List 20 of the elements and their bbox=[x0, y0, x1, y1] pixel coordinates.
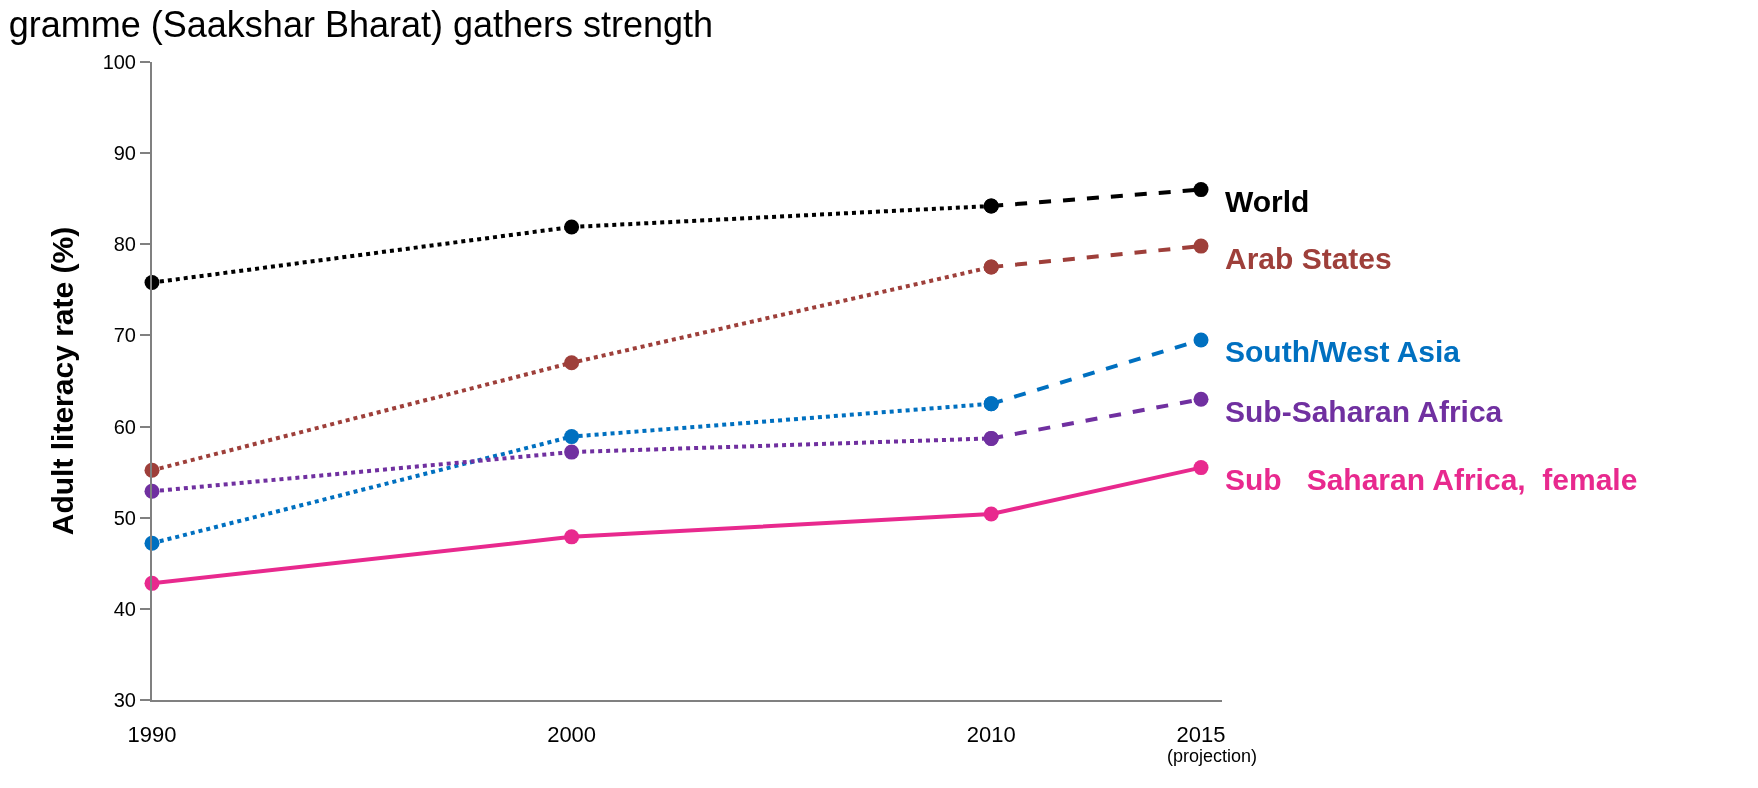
y-tick-label: 70 bbox=[113, 324, 136, 347]
series-label: World bbox=[1225, 185, 1310, 218]
y-tick-label: 80 bbox=[113, 233, 136, 256]
x-tick-label: 2000 bbox=[547, 722, 597, 748]
x-tick-label: 1990 bbox=[127, 722, 177, 748]
y-tick-label: 60 bbox=[113, 415, 136, 438]
y-tick-label: 40 bbox=[113, 597, 136, 620]
y-tick-label: 50 bbox=[113, 506, 136, 529]
series-label: Arab States bbox=[1225, 242, 1392, 275]
text: (projection) bbox=[1167, 746, 1258, 766]
y-tick-label: 100 bbox=[102, 51, 136, 73]
chart-title: gramme (Saakshar Bharat) gathers strength bbox=[8, 4, 714, 46]
y-tick-label: 90 bbox=[113, 142, 136, 165]
series-label: Sub Saharan Africa, female bbox=[1225, 463, 1638, 496]
y-tick-label: 30 bbox=[113, 689, 136, 711]
series-label: South/West Asia bbox=[1225, 335, 1461, 368]
x-tick-label: 2010 bbox=[966, 722, 1016, 748]
series-label: Sub-Saharan Africa bbox=[1225, 395, 1503, 428]
y-axis-title: Adult literacy rate (%) bbox=[46, 226, 80, 536]
x-tick-label: 2015 bbox=[1176, 722, 1226, 748]
